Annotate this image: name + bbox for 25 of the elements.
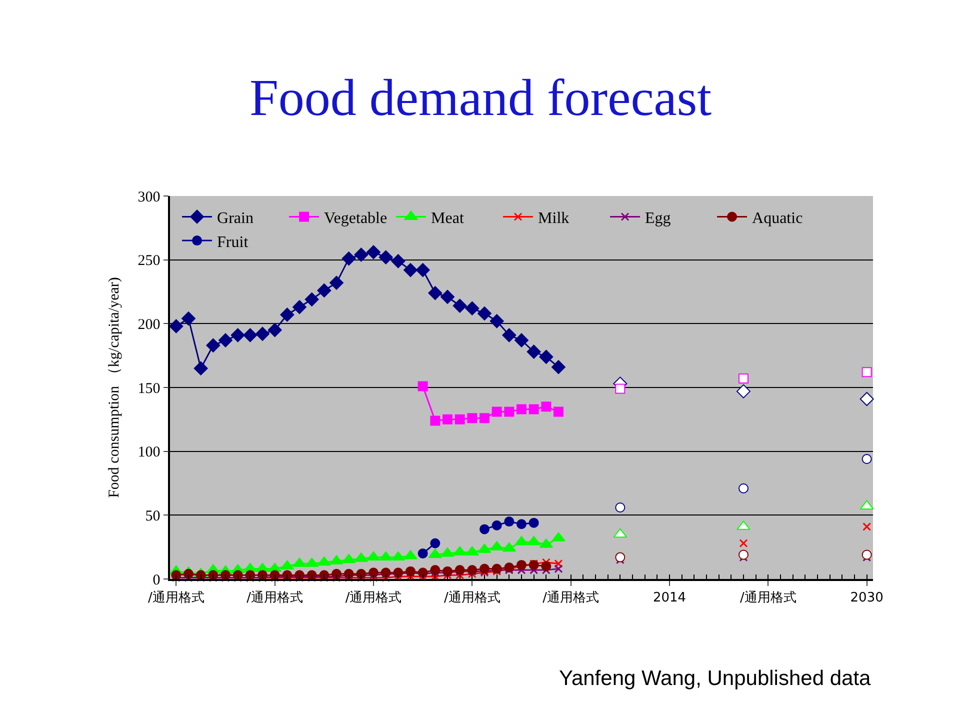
- legend-label: Egg: [645, 210, 671, 227]
- x-tick-label: 2014: [652, 590, 686, 606]
- y-tick-label: 250: [138, 253, 160, 270]
- text: Yanfeng Wang, Unpublished data: [559, 667, 872, 690]
- x-tick-label: /通用格式: [246, 590, 304, 606]
- legend-label: Meat: [431, 210, 464, 227]
- y-tick-label: 200: [138, 316, 160, 333]
- legend-label: Grain: [217, 210, 254, 227]
- x-tick-label: /通用格式: [444, 590, 500, 606]
- y-axis-title: Food consumption （kg/capita/year): [106, 277, 122, 498]
- y-tick-label: 100: [138, 444, 160, 461]
- y-tick-label: 0: [152, 572, 160, 588]
- legend-label: Milk: [538, 210, 570, 227]
- x-tick-label: /通用格式: [345, 590, 402, 606]
- chart-title: Food demand forecast: [249, 70, 712, 128]
- y-tick-label: 300: [138, 189, 160, 206]
- legend-label: Fruit: [217, 234, 249, 251]
- x-tick-label: 2030: [850, 590, 884, 606]
- y-tick-label: 150: [138, 380, 160, 397]
- x-tick-label: /通用格式: [542, 590, 600, 606]
- x-tick-label: /通用格式: [740, 590, 796, 606]
- legend-label: Aquatic: [752, 210, 803, 227]
- x-tick-label: /通用格式: [148, 590, 204, 606]
- legend-label: Vegetable: [324, 210, 388, 227]
- y-tick-label: 50: [145, 508, 160, 524]
